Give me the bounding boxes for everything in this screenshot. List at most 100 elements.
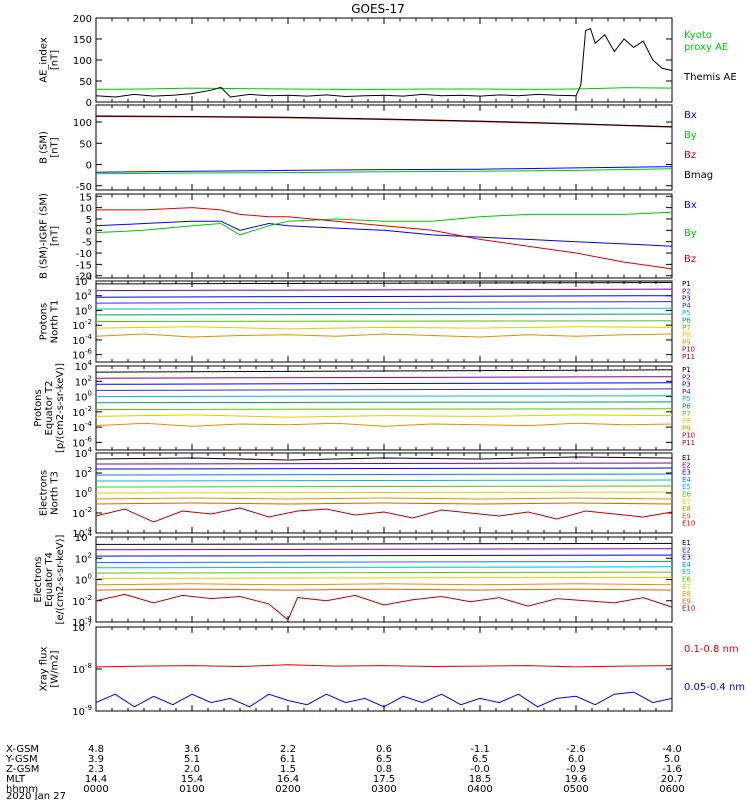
- orbit-value: -4.0: [662, 744, 682, 755]
- series-line-p2: [95, 376, 673, 379]
- legend-label: E8: [682, 590, 691, 598]
- legend-label: P9: [682, 338, 691, 346]
- orbit-value: 0600: [659, 784, 684, 795]
- legend-label: E3: [682, 554, 691, 562]
- series-line-bmag: [95, 115, 673, 128]
- panel-bsm: -50 0 50 100 B (SM) [nT] Bx By Bz Bmag: [39, 104, 713, 193]
- series-line-p5: [95, 307, 673, 310]
- legend-label: By: [684, 130, 697, 141]
- series-line-e10: [95, 507, 673, 523]
- legend-label: proxy AE: [684, 42, 728, 53]
- y-tick-label: 100: [75, 303, 92, 317]
- legend-label: P1: [682, 280, 691, 288]
- series-line-e7: [95, 576, 673, 579]
- y-tick-label: 10-4: [72, 526, 92, 540]
- orbit-value: 1.5: [280, 764, 296, 775]
- series-line-bz: [96, 207, 673, 270]
- series-line-p2: [95, 288, 673, 292]
- series-line-p7: [95, 408, 673, 410]
- y-tick-label: 104: [75, 446, 93, 460]
- y-axis-label: B (SM)-IGRF (SM): [39, 193, 50, 279]
- legend-label: E4: [682, 561, 691, 569]
- orbit-value: -0.9: [566, 764, 586, 775]
- legend-label: E7: [682, 498, 691, 506]
- legend-label: E5: [682, 483, 691, 491]
- y-tick-label: 104: [75, 530, 93, 544]
- orbit-value: 18.5: [469, 774, 491, 785]
- legend-label: Kyoto: [684, 30, 712, 41]
- orbit-row-label: Y-GSM: [5, 754, 38, 765]
- y-tick-label: 10-4: [72, 420, 92, 434]
- y-tick-label: -5: [82, 238, 92, 249]
- series-line-p8: [95, 414, 673, 418]
- orbit-value: -1.6: [662, 764, 682, 775]
- legend-label: E10: [682, 520, 695, 528]
- y-tick-label: -20: [76, 272, 92, 283]
- series-line-e6: [95, 485, 673, 488]
- legend-label: P3: [682, 295, 691, 303]
- orbit-value: 0.8: [376, 764, 392, 775]
- y-tick-label: 100: [75, 390, 92, 404]
- series-line-themis-ae: [95, 27, 673, 98]
- legend-label: E6: [682, 491, 691, 499]
- y-axis-label: [W/m2]: [50, 650, 61, 687]
- legend-label: P1: [682, 366, 691, 374]
- legend-label: E7: [682, 583, 691, 591]
- legend-label: E9: [682, 512, 691, 520]
- y-tick-label: 200: [73, 14, 92, 25]
- orbit-value: 3.9: [88, 754, 104, 765]
- y-tick-label: 10-6: [72, 435, 92, 449]
- y-tick-label: 102: [75, 466, 92, 480]
- legend-label: By: [684, 228, 697, 239]
- series-line-bz: [95, 116, 673, 128]
- y-axis-label: AE_index: [39, 37, 50, 83]
- y-tick-label: 0: [86, 98, 92, 109]
- series-line-e8: [95, 583, 673, 586]
- series-line-p1: [95, 369, 673, 373]
- y-tick-label: 100: [73, 56, 92, 67]
- orbit-value: 6.5: [472, 754, 488, 765]
- series-line-p3: [95, 295, 673, 298]
- legend-label: P10: [682, 346, 695, 354]
- y-tick-label: 10-2: [72, 318, 92, 332]
- y-tick-label: 150: [73, 35, 92, 46]
- legend-label: E2: [682, 461, 691, 469]
- panel-en: 10-4 10-2 100 102 104 Electrons North T3 E1E2E3…: [39, 446, 696, 540]
- series-line-p4: [95, 388, 673, 391]
- orbit-value: 0100: [179, 784, 204, 795]
- series-line-kyoto-proxy-ae: [95, 87, 673, 90]
- legend-label: E9: [682, 597, 691, 605]
- series-line-p6: [95, 313, 673, 316]
- y-axis-label: Electrons: [33, 556, 44, 602]
- y-tick-label: 10-4: [72, 333, 92, 347]
- series-line-e10: [95, 593, 673, 621]
- orbit-row-label: X-GSM: [6, 744, 39, 755]
- legend-label: E8: [682, 505, 691, 513]
- orbit-value: 14.4: [85, 774, 107, 785]
- legend-label: E4: [682, 476, 691, 484]
- legend-label: E10: [682, 605, 695, 613]
- orbit-value: 17.5: [373, 774, 395, 785]
- orbit-value: 6.1: [280, 754, 296, 765]
- y-axis-label: Xray flux: [39, 647, 50, 692]
- series-line-0-1-0-8-nm: [95, 664, 673, 668]
- orbit-value: 5.0: [664, 754, 680, 765]
- legend-label: Bx: [684, 110, 697, 121]
- y-tick-label: -15: [76, 260, 92, 271]
- series-line-e4: [95, 560, 673, 563]
- y-tick-label: 104: [75, 274, 93, 288]
- series-line-p8: [95, 326, 673, 330]
- legend-label: P8: [682, 417, 691, 425]
- legend-label: Bx: [684, 200, 697, 211]
- y-tick-label: 15: [79, 192, 92, 203]
- legend-label: P6: [682, 317, 691, 325]
- y-axis-label: Equator T4: [44, 552, 55, 607]
- orbit-value: 2.2: [280, 744, 296, 755]
- y-tick-label: 10-2: [72, 594, 92, 608]
- y-tick-label: 10-2: [72, 506, 92, 520]
- legend-label: E5: [682, 568, 691, 576]
- y-tick-label: 102: [75, 374, 92, 388]
